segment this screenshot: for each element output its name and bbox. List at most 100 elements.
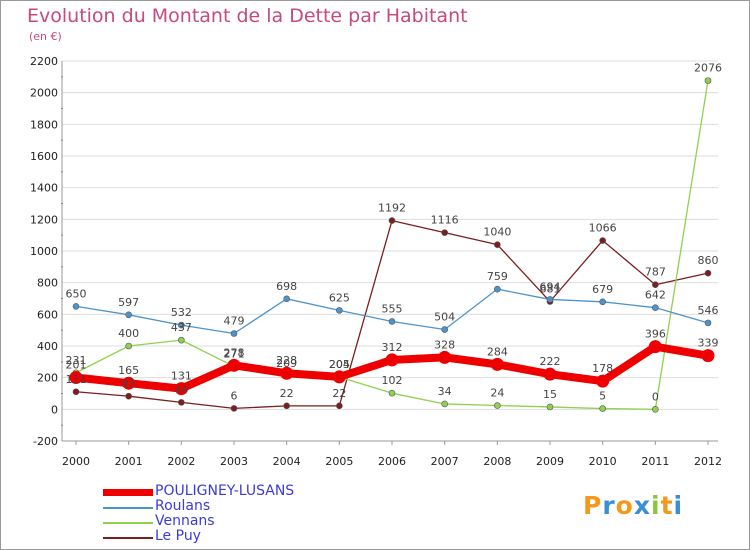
data-label: 312 [382,341,403,354]
logo-letter: P [583,491,603,520]
page-subtitle: (en €) [29,30,62,43]
x-tick-label: 2007 [431,455,459,468]
proxiti-logo: Proxiti [583,491,683,520]
data-label: 205 [329,358,350,371]
y-tick-label: 2200 [30,55,58,68]
data-label: 1116 [431,214,459,227]
x-tick-label: 2002 [167,455,195,468]
data-point [125,392,132,400]
x-tick-label: 2008 [483,455,511,468]
x-tick-label: 2006 [378,455,406,468]
legend-swatch-le-puy [103,537,153,539]
data-label: 228 [276,354,297,367]
data-point [174,382,188,396]
data-label: 597 [118,296,139,309]
data-label: 546 [698,304,719,317]
data-point [543,367,557,381]
legend-label: Le Puy [155,528,201,544]
legend-swatch-pouligney [103,489,153,496]
y-tick-label: 1200 [30,213,58,226]
data-point [388,217,396,224]
data-point [122,376,136,390]
data-label: 759 [487,270,508,283]
data-point [332,370,346,384]
legend-swatch-roulans [103,507,153,509]
data-point [125,342,132,350]
data-point [230,405,238,412]
logo-letter: t [660,491,674,520]
y-tick-label: 800 [37,277,58,290]
data-point [230,330,238,337]
x-tick-label: 2000 [62,455,90,468]
data-label: 479 [224,314,245,327]
data-label: 22 [332,387,346,400]
data-point [388,318,396,325]
y-tick-label: 600 [37,308,58,321]
y-tick-label: 1800 [30,118,58,131]
data-label: 339 [698,337,719,350]
logo-letter: x [633,491,651,520]
data-point [283,402,290,410]
data-label: 6 [231,389,238,402]
data-label: 437 [171,321,192,334]
y-tick-label: 1600 [30,150,58,163]
data-label: 787 [645,266,666,279]
data-point [336,402,343,410]
data-point [599,405,606,412]
data-point [441,229,448,236]
data-label: 698 [276,280,297,293]
data-point [336,307,343,314]
y-tick-label: 200 [37,372,58,385]
logo-letter: i [673,491,684,520]
data-label: 131 [171,370,192,383]
data-label: 0 [652,390,659,403]
data-point [652,281,659,289]
data-label: 625 [329,291,350,304]
data-label: 400 [118,327,139,340]
data-point [546,403,554,411]
data-label: 204 [329,358,350,371]
data-label: 15 [543,388,557,401]
x-tick-label: 2005 [325,455,353,468]
x-tick-label: 2001 [115,455,143,468]
data-label: 83 [122,377,136,390]
page-title: Evolution du Montant de la Dette par Hab… [27,5,468,27]
x-tick-label: 2012 [694,455,722,468]
data-label: 222 [540,355,561,368]
data-label: 24 [490,387,504,400]
data-label: 860 [698,254,719,267]
data-point [178,399,185,406]
data-label: 555 [382,302,403,315]
data-label: 209 [276,357,297,370]
data-point [227,358,241,372]
y-tick-label: 0 [51,403,58,416]
data-point [441,400,448,408]
data-point [388,389,396,397]
legend-label: POULIGNEY-LUSANS [155,483,295,499]
data-point [494,241,501,248]
data-point [599,298,606,306]
data-label: 396 [645,328,666,341]
data-point [494,402,501,409]
data-point [125,311,132,319]
data-point [494,285,501,293]
data-label: 681 [540,283,561,296]
series-layer [69,77,715,413]
data-point [704,77,712,84]
data-label: 679 [592,283,613,296]
data-point [280,366,294,380]
logo-letter: o [615,491,634,520]
data-label: 22 [280,387,294,400]
legend-label: Vennans [155,513,215,529]
data-label: 271 [224,347,245,360]
data-point [72,303,80,310]
data-point [546,296,554,303]
data-label: 201 [66,359,87,372]
data-point [490,357,504,371]
data-label: 111 [66,373,87,386]
data-point [69,371,83,385]
data-point [648,340,662,354]
data-point [596,374,610,388]
